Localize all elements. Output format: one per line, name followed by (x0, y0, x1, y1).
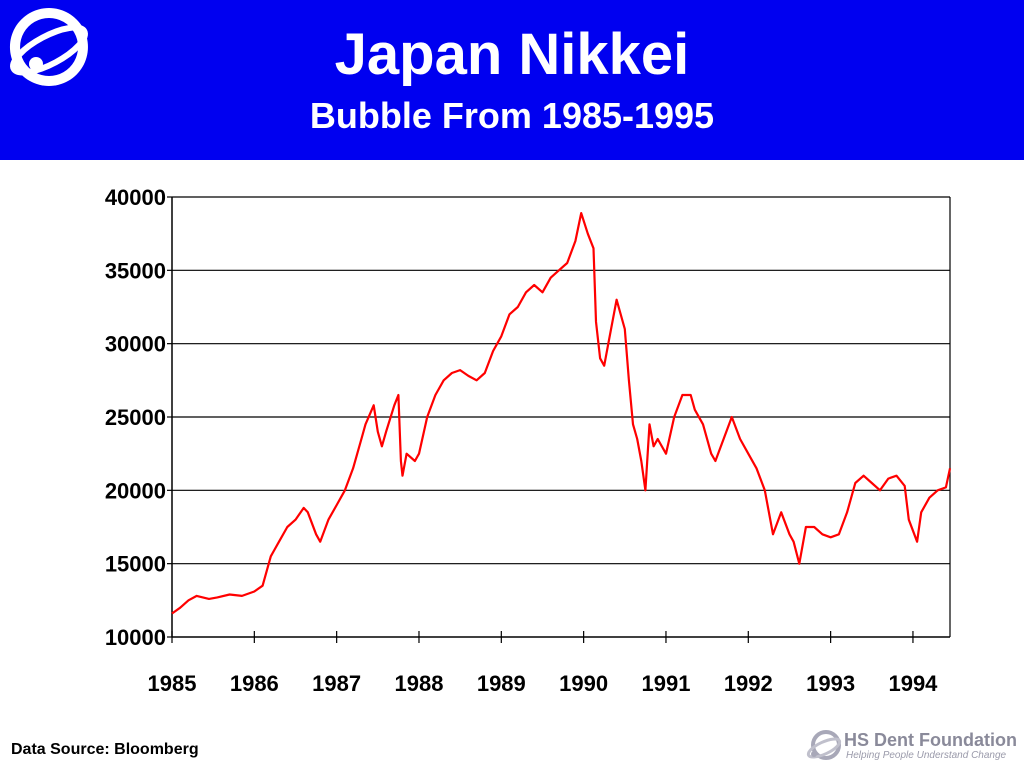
x-tick-label: 1987 (312, 671, 361, 696)
x-tick-label: 1993 (806, 671, 855, 696)
chart-subtitle: Bubble From 1985-1995 (309, 95, 715, 136)
x-tick-label: 1992 (724, 671, 773, 696)
title-banner: Japan Nikkei Bubble From 1985-1995 (0, 0, 1024, 160)
x-tick-label: 1989 (477, 671, 526, 696)
y-tick-label: 20000 (105, 478, 166, 503)
orbit-logo-icon (806, 730, 842, 760)
y-tick-label: 40000 (105, 185, 166, 210)
y-tick-label: 25000 (105, 405, 166, 430)
footer-brand-logo: HS Dent Foundation Helping People Unders… (806, 728, 1017, 766)
series-layer (171, 211, 952, 615)
orbit-logo-icon (9, 8, 88, 86)
y-tick-label: 10000 (105, 625, 166, 650)
data-source-note: Data Source: Bloomberg (11, 741, 199, 758)
footer-tagline: Helping People Understand Change (846, 750, 1007, 761)
axes (167, 196, 951, 643)
chart-title: Japan Nikkei (334, 22, 690, 87)
gridlines (172, 196, 950, 565)
y-tick-label: 30000 (105, 332, 166, 357)
y-tick-label: 35000 (105, 258, 166, 283)
series-line (171, 211, 952, 615)
x-tick-label: 1990 (559, 671, 608, 696)
footer-brand-name: HS Dent Foundation (844, 730, 1017, 750)
y-tick-label: 15000 (105, 552, 166, 577)
x-tick-label: 1986 (230, 671, 279, 696)
x-tick-label: 1991 (641, 671, 690, 696)
x-tick-label: 1985 (148, 671, 197, 696)
x-tick-label: 1994 (888, 671, 938, 696)
x-tick-label: 1988 (395, 671, 444, 696)
line-chart: 10000 15000 20000 25000 30000 35000 40000 1985 1… (105, 185, 952, 696)
tick-labels: 10000 15000 20000 25000 30000 35000 40000 1985 1… (105, 185, 938, 696)
